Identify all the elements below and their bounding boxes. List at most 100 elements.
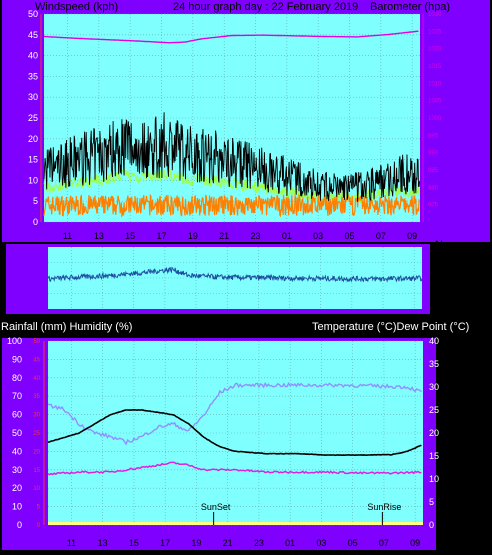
sun-event-label: SunSet [201, 502, 231, 512]
temperature-tick-label: 40 [429, 336, 439, 346]
windspeed-tick-label: 0 [33, 217, 38, 227]
time-axis-bottom: 11 13 15 17 19 21 23 01 03 05 07 09 [67, 538, 420, 548]
compass-letter: E [435, 286, 442, 298]
barometer-tick-label: 1010 [428, 81, 442, 87]
time-tick-label: 19 [191, 538, 201, 548]
humidity-tick-label: 20 [12, 483, 22, 493]
sun-events: SunSet SunRise [201, 502, 401, 525]
windspeed-tick-label: 25 [28, 113, 38, 123]
wind-gust-line [43, 112, 421, 202]
time-tick-label: 15 [125, 231, 135, 241]
barometer-tick-label: 1025 [428, 29, 442, 35]
temperature-dewpoint-title: Temperature (°C)Dew Point (°C) [312, 321, 469, 333]
barometer-tick-label: 995 [428, 133, 439, 139]
humidity-tick-label: 70 [12, 391, 22, 401]
rain-tick-label: 30 [33, 413, 40, 419]
humidity-tick-label: 100 [7, 336, 22, 346]
windspeed-tick-label: 45 [28, 30, 38, 40]
rain-tick-label: 50 [33, 339, 40, 345]
time-tick-label: 05 [344, 231, 354, 241]
sun-event-label: SunRise [367, 502, 401, 512]
time-tick-label: 03 [316, 538, 326, 548]
rain-tick-label: 5 [37, 505, 41, 511]
humidity-tick-label: 40 [12, 446, 22, 456]
time-tick-label: 17 [160, 538, 170, 548]
time-tick-label: 13 [98, 538, 108, 548]
temperature-tick-label: 5 [429, 497, 434, 507]
windspeed-axis: 0 5 10 15 20 25 30 35 40 45 50 [28, 9, 42, 227]
temperature-tick-label: 25 [429, 405, 439, 415]
rain-tick-label: 20 [33, 449, 40, 455]
dew-point-line [47, 461, 422, 476]
humidity-tick-label: 60 [12, 410, 22, 420]
time-tick-label: 01 [282, 231, 292, 241]
windspeed-tick-label: 50 [28, 9, 38, 19]
rain-tick-label: 45 [33, 357, 40, 363]
humidity-tick-label: 90 [12, 354, 22, 364]
time-tick-label: 13 [94, 231, 104, 241]
humidity-tick-label: 50 [12, 428, 22, 438]
time-tick-label: 03 [313, 231, 323, 241]
temperature-tick-label: 30 [429, 382, 439, 392]
windspeed-tick-label: 30 [28, 92, 38, 102]
time-tick-label: 19 [188, 231, 198, 241]
barometer-line [43, 30, 419, 44]
rain-tick-label: 40 [33, 376, 40, 382]
humidity-axis: 0 10 20 30 40 50 60 70 80 90 100 0 5 10 15 20 25 30 35 40 45… [7, 336, 45, 530]
humidity-tick-label: 80 [12, 373, 22, 383]
wind-low-line [43, 193, 420, 218]
wind-axis-title: Windspeed (kph) [35, 1, 118, 13]
time-tick-label: 15 [129, 538, 139, 548]
graph-title: 24 hour graph day : 22 February 2019 [173, 1, 358, 13]
temp-humidity-series [47, 381, 422, 476]
time-tick-label: 21 [223, 538, 233, 548]
time-tick-label: 23 [254, 538, 264, 548]
compass-letter: N [435, 301, 443, 313]
direction-series [47, 266, 423, 283]
barometer-tick-label: 1030 [428, 12, 442, 18]
rain-tick-label: 25 [33, 431, 40, 437]
humidity-tick-label: 0 [17, 520, 22, 530]
rain-tick-label: 15 [33, 468, 40, 474]
time-tick-label: 05 [348, 538, 358, 548]
wind-series [43, 30, 421, 218]
barometer-tick-label: 980 [428, 185, 439, 191]
barometer-tick-label: 990 [428, 151, 439, 157]
windspeed-tick-label: 40 [28, 51, 38, 61]
time-tick-label: 17 [156, 231, 166, 241]
windspeed-tick-label: 10 [28, 175, 38, 185]
temperature-tick-label: 0 [429, 520, 434, 530]
windspeed-tick-label: 20 [28, 134, 38, 144]
windspeed-tick-label: 5 [33, 196, 38, 206]
barometer-tick-label: 1015 [428, 64, 442, 70]
humidity-line [47, 381, 422, 446]
windspeed-tick-label: 35 [28, 71, 38, 81]
humidity-tick-label: 30 [12, 465, 22, 475]
time-axis-top: 11 13 15 17 19 21 23 01 03 05 07 09 [63, 231, 417, 241]
rain-tick-label: 35 [33, 394, 40, 400]
compass-letter: N [435, 239, 443, 251]
rain-tick-label: 10 [33, 486, 40, 492]
barometer-tick-label: 1000 [428, 116, 442, 122]
barometer-axis-title: Barometer (hpa) [370, 1, 450, 13]
barometer-axis: 975 980 985 990 995 1000 1005 1010 1015 1020 1025 1… [422, 12, 442, 222]
barometer-tick-label: 1005 [428, 99, 442, 105]
barometer-tick-label: 975 [428, 203, 439, 209]
wind-direction-line [47, 266, 423, 283]
rain-baseline [48, 522, 423, 525]
barometer-tick-label: 985 [428, 168, 439, 174]
compass-letter: S [435, 270, 442, 282]
time-tick-label: 09 [410, 538, 420, 548]
humidity-tick-label: 10 [12, 502, 22, 512]
time-tick-label: 07 [376, 231, 386, 241]
time-tick-label: 21 [219, 231, 229, 241]
rain-humidity-title: Rainfall (mm) Humidity (%) [1, 321, 132, 333]
time-tick-label: 11 [63, 231, 72, 241]
time-tick-label: 23 [250, 231, 260, 241]
temperature-axis: 0 5 10 15 20 25 30 35 40 [429, 336, 439, 530]
time-tick-label: 09 [407, 231, 417, 241]
windspeed-tick-label: 15 [28, 155, 38, 165]
temperature-tick-label: 35 [429, 359, 439, 369]
time-tick-label: 11 [67, 538, 76, 548]
